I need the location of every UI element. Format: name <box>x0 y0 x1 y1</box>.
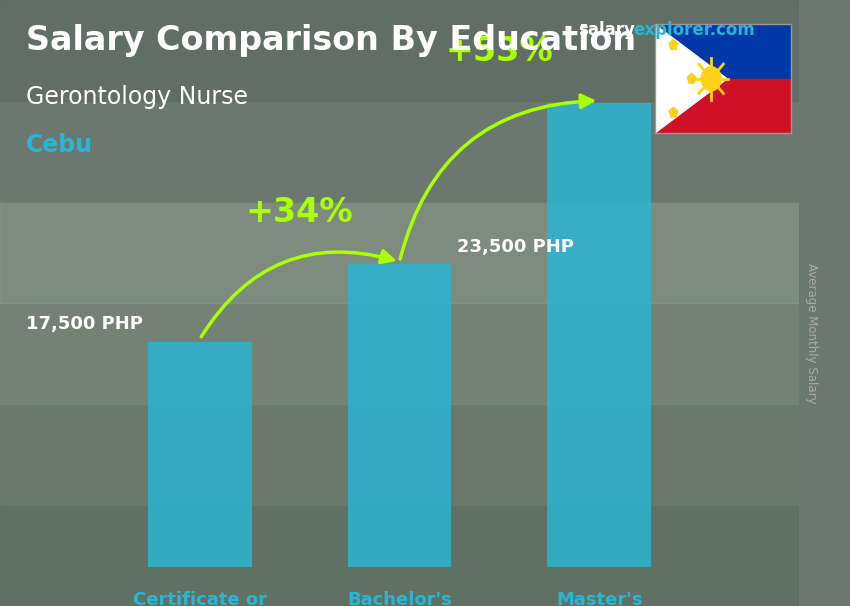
Polygon shape <box>688 73 696 83</box>
Text: Salary Comparison By Education: Salary Comparison By Education <box>26 24 636 57</box>
Text: 36,000 PHP: 36,000 PHP <box>656 76 774 95</box>
Bar <box>148 342 252 567</box>
Bar <box>0 101 799 202</box>
Polygon shape <box>669 107 677 117</box>
Bar <box>654 24 790 79</box>
Text: Master's
Degree: Master's Degree <box>556 590 643 606</box>
Text: Certificate or
Diploma: Certificate or Diploma <box>133 590 267 606</box>
Bar <box>0 303 799 404</box>
Polygon shape <box>669 39 677 49</box>
Text: +53%: +53% <box>445 35 553 68</box>
Text: 17,500 PHP: 17,500 PHP <box>26 315 143 333</box>
Bar <box>348 264 451 567</box>
Text: Gerontology Nurse: Gerontology Nurse <box>26 85 247 109</box>
Text: Cebu: Cebu <box>26 133 93 158</box>
Text: Average Monthly Salary: Average Monthly Salary <box>805 263 819 404</box>
Text: +34%: +34% <box>246 196 354 229</box>
Text: salary: salary <box>578 21 635 39</box>
Bar <box>0 404 799 505</box>
Bar <box>0 505 799 606</box>
Bar <box>0 0 799 101</box>
Polygon shape <box>654 24 727 133</box>
Text: 23,500 PHP: 23,500 PHP <box>456 238 574 256</box>
Bar <box>0 202 799 303</box>
Bar <box>547 103 651 567</box>
Bar <box>654 79 790 133</box>
Text: Bachelor's
Degree: Bachelor's Degree <box>347 590 452 606</box>
Text: explorer.com: explorer.com <box>633 21 755 39</box>
Circle shape <box>701 67 721 91</box>
